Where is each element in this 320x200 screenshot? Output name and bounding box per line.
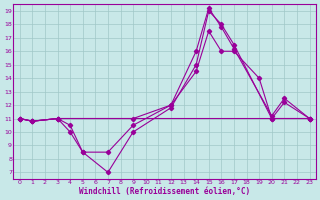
X-axis label: Windchill (Refroidissement éolien,°C): Windchill (Refroidissement éolien,°C) xyxy=(79,187,250,196)
